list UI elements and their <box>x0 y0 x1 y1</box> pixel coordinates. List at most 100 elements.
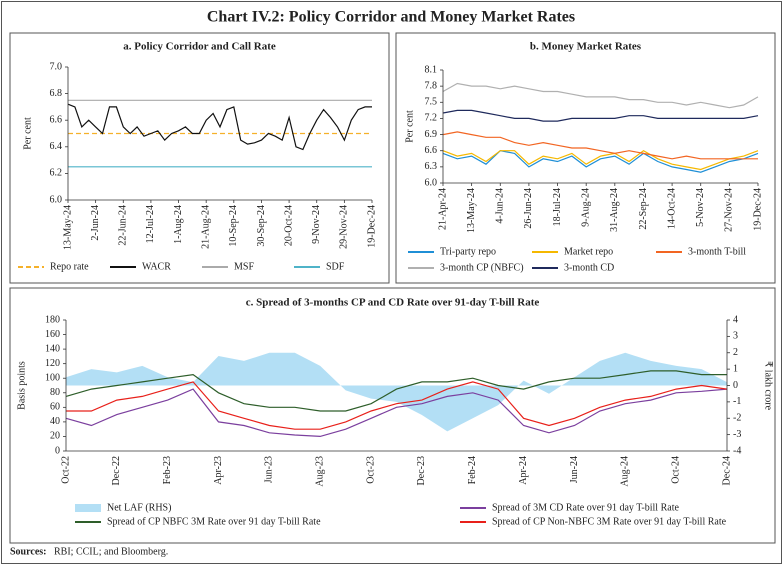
line <box>67 103 372 151</box>
x-tick-label: Oct-24 <box>670 456 681 484</box>
x-tick-label: 10-Sep-24 <box>228 205 239 247</box>
x-tick-label: Aug-24 <box>620 456 631 487</box>
legend-swatch <box>75 504 101 512</box>
x-tick-label: 30-Sep-24 <box>256 205 267 247</box>
y2-tick-label: 4 <box>733 314 738 325</box>
y-tick-label: 0 <box>55 445 60 456</box>
y-tick-label: 7.0 <box>50 61 63 72</box>
x-tick-label: Feb-24 <box>467 456 478 484</box>
y-tick-label: 100 <box>45 373 60 384</box>
y-tick-label: 140 <box>45 343 60 354</box>
y-axis-label: Basis points <box>16 361 27 410</box>
y2-tick-label: 1 <box>733 363 738 374</box>
legend-label: Repo rate <box>50 261 89 272</box>
y2-tick-label: -1 <box>733 396 741 407</box>
line <box>65 388 728 438</box>
x-tick-label: 20-Oct-24 <box>283 205 294 246</box>
chart-title: a. Policy Corridor and Call Rate <box>123 41 276 53</box>
y-tick-label: 6.0 <box>50 194 63 205</box>
x-tick-label: 9-Nov-24 <box>311 205 322 244</box>
y-tick-label: 7.2 <box>425 113 438 124</box>
y-tick-label: 180 <box>45 314 60 325</box>
y-tick-label: 6.8 <box>50 88 63 99</box>
y-tick-label: 6.2 <box>50 168 63 179</box>
x-tick-label: 5-Nov-24 <box>695 188 706 227</box>
y-tick-label: 80 <box>50 387 60 398</box>
legend-label: Net LAF (RHS) <box>107 502 171 513</box>
y-tick-label: 6.3 <box>425 161 438 172</box>
x-tick-label: 27-Nov-24 <box>724 188 735 232</box>
legend-label: Spread of 3M CD Rate over 91 day T-bill … <box>492 502 679 513</box>
y2-tick-label: -4 <box>733 445 741 456</box>
y2-tick-label: -3 <box>733 429 741 440</box>
x-tick-label: 21-Aug-24 <box>200 205 211 249</box>
x-tick-label: Jun-23 <box>264 456 275 483</box>
line <box>65 370 727 412</box>
x-tick-label: 4-Jun-24 <box>495 188 506 224</box>
x-tick-label: 31-Aug-24 <box>609 188 620 232</box>
legend-label: WACR <box>142 261 171 272</box>
panel-frame <box>9 287 776 544</box>
x-tick-label: Apr-24 <box>518 456 529 485</box>
y-tick-label: 120 <box>45 358 60 369</box>
y-axis-label: Per cent <box>404 110 415 143</box>
x-tick-label: 22-Sep-24 <box>638 188 649 230</box>
x-tick-label: 1-Aug-24 <box>173 205 184 244</box>
legend-label: Tri-party repo <box>440 246 496 257</box>
line <box>442 82 759 109</box>
x-tick-label: 2-Jun-24 <box>90 205 101 241</box>
y-tick-label: 7.5 <box>425 97 438 108</box>
x-tick-label: Feb-23 <box>162 456 173 484</box>
x-tick-label: 13-May-24 <box>466 188 477 233</box>
x-tick-label: 13-May-24 <box>62 205 73 250</box>
y-tick-label: 7.8 <box>425 80 438 91</box>
x-tick-label: Aug-23 <box>315 456 326 487</box>
chart-title: c. Spread of 3-months CP and CD Rate ove… <box>246 297 540 309</box>
x-tick-label: 26-Jun-24 <box>523 188 534 229</box>
page-title: Chart IV.2: Policy Corridor and Money Ma… <box>207 9 575 26</box>
area <box>66 352 727 432</box>
legend-label: SDF <box>326 261 345 272</box>
chart-title: b. Money Market Rates <box>530 41 642 53</box>
line <box>442 131 758 160</box>
x-tick-label: 21-Apr-24 <box>437 188 448 230</box>
y2-tick-label: 3 <box>733 331 738 342</box>
y-tick-label: 6.6 <box>50 114 63 125</box>
y-tick-label: 6.0 <box>425 177 438 188</box>
y2-tick-label: -2 <box>733 413 741 424</box>
x-tick-label: 12-Jul-24 <box>145 205 156 243</box>
line <box>66 381 728 430</box>
y-tick-label: 20 <box>50 431 60 442</box>
y2-tick-label: 2 <box>733 347 738 358</box>
x-tick-label: 14-Oct-24 <box>666 188 677 229</box>
x-tick-label: 29-Nov-24 <box>339 205 350 249</box>
y-tick-label: 8.1 <box>425 64 438 75</box>
source-text: RBI; CCIL; and Bloomberg. <box>54 546 168 557</box>
x-tick-label: 22-Jun-24 <box>118 205 129 246</box>
panel-frame <box>9 32 390 284</box>
line <box>442 109 759 122</box>
y-tick-label: 6.9 <box>425 129 438 140</box>
legend-label: Market repo <box>564 246 613 257</box>
panel-frame <box>395 32 776 284</box>
y-tick-label: 40 <box>50 416 60 427</box>
y2-tick-label: 0 <box>733 380 738 391</box>
x-tick-label: 19-Dec-24 <box>366 205 377 248</box>
line <box>442 150 759 173</box>
x-tick-label: Dec-24 <box>721 456 732 485</box>
y-axis-label: Per cent <box>22 117 33 150</box>
legend-label: Spread of CP Non-NBFC 3M Rate over 91 da… <box>492 516 727 527</box>
x-tick-label: Oct-23 <box>365 456 376 484</box>
x-tick-label: Oct-22 <box>60 456 71 484</box>
x-tick-label: 18-Jul-24 <box>552 188 563 226</box>
source-label: Sources: <box>10 546 46 557</box>
legend-label: MSF <box>234 261 254 272</box>
y-tick-label: 60 <box>50 402 60 413</box>
line <box>442 149 759 171</box>
y2-axis-label: ₹ lakh crore <box>763 361 774 411</box>
y-tick-label: 160 <box>45 329 60 340</box>
legend-label: Spread of CP NBFC 3M Rate over 91 day T-… <box>107 516 321 527</box>
x-tick-label: Apr-23 <box>213 456 224 485</box>
